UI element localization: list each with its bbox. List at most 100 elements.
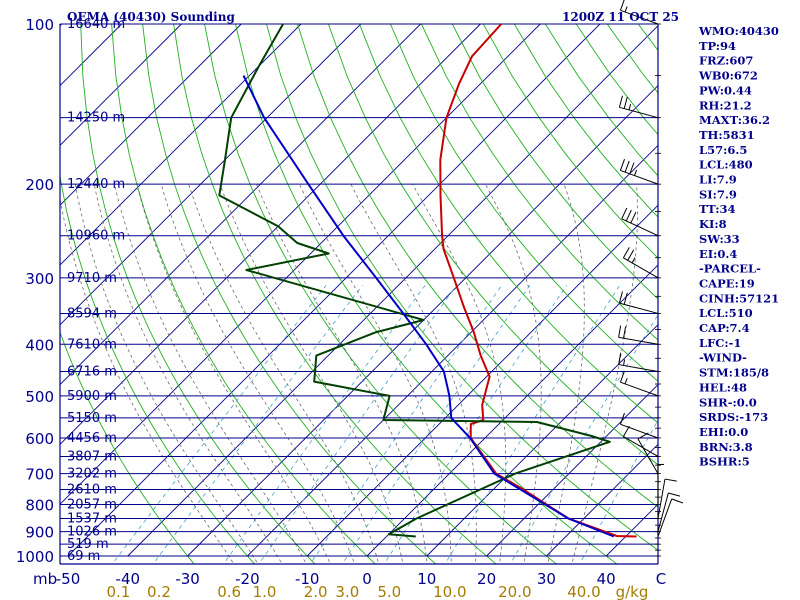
wind-barb-staff — [623, 436, 659, 457]
isotherm-line — [60, 24, 362, 326]
temperature-tick-label: -50 — [56, 570, 81, 588]
pressure-tick-label: 500 — [25, 388, 54, 406]
mixing-ratio-tick-label: 40.0 — [567, 583, 600, 600]
dry-adiabat-line — [204, 24, 558, 564]
dry-adiabat-line — [327, 24, 658, 466]
wind-barb-flag — [618, 291, 623, 304]
height-label: 1026 m — [67, 525, 117, 540]
wind-barb-flag — [619, 0, 625, 11]
dry-adiabat-line — [793, 24, 800, 567]
mixing-ratio-unit-label: g/kg — [616, 583, 649, 600]
wind-barb-flag — [627, 249, 635, 261]
wind-barb-staff — [619, 302, 659, 314]
chart-title: OEMA (40430) Sounding — [67, 10, 235, 24]
height-label: 3807 m — [67, 449, 117, 464]
temperature-tick-label: 40 — [597, 570, 616, 588]
moist-adiabat-line — [74, 184, 259, 564]
index-value: TH:5831 — [699, 128, 755, 142]
mixing-ratio-tick-label: 10.0 — [433, 583, 466, 600]
moist-adiabat-line — [299, 183, 452, 564]
height-label: 10960 m — [67, 229, 125, 244]
isotherm-line — [486, 383, 658, 557]
isotherm-line — [366, 264, 658, 557]
height-label: 4456 m — [67, 431, 117, 446]
mixing-ratio-line — [309, 285, 503, 564]
isotherm-line — [60, 24, 481, 446]
moist-adiabat-line — [114, 184, 307, 564]
parcel-profile — [242, 75, 615, 538]
wind-barb-staff — [657, 498, 673, 537]
wind-barb-staff — [623, 257, 659, 279]
index-value: TT:34 — [699, 202, 736, 216]
isotherm-line — [67, 24, 601, 557]
dry-adiabat-line — [420, 24, 658, 341]
moist-adiabat-line — [136, 183, 331, 564]
pressure-tick-label: 1000 — [16, 548, 54, 566]
wind-barb — [619, 370, 659, 397]
dewpoint-profile — [218, 24, 611, 538]
wind-barb-flag — [621, 207, 628, 220]
index-value: WB0:672 — [698, 69, 758, 83]
height-label: 6716 m — [67, 365, 117, 380]
pressure-tick-label: 300 — [25, 270, 54, 288]
height-label: 3202 m — [67, 467, 117, 482]
height-label: 7610 m — [67, 337, 117, 352]
temperature-profile — [439, 24, 637, 538]
wind-barb-staff — [657, 478, 666, 519]
dry-adiabat-line — [60, 173, 256, 564]
index-value: BSHR:5 — [699, 455, 750, 469]
wind-barb — [619, 412, 659, 439]
index-value: RH:21.2 — [699, 98, 752, 112]
wind-barb — [622, 425, 659, 457]
height-label: 12440 m — [67, 177, 125, 192]
wind-barb-flag — [623, 292, 628, 305]
isotherm-line — [60, 24, 421, 386]
mixing-ratio-line — [223, 285, 426, 564]
mixing-ratio-tick-label: 1.0 — [253, 583, 277, 600]
wind-barb-flag — [622, 247, 630, 259]
wind-barb-flag — [624, 160, 630, 173]
plot-background — [60, 24, 658, 564]
height-label: 1537 m — [67, 511, 117, 526]
isotherm-line — [306, 204, 658, 557]
temperature-tick-label: C — [656, 570, 666, 588]
index-value: EI:0.4 — [699, 247, 737, 261]
moist-adiabat-line — [571, 184, 638, 564]
wind-barb-staff — [620, 9, 659, 25]
wind-barb-flag — [623, 326, 627, 339]
wind-barb-flag — [623, 96, 628, 109]
height-label: 5150 m — [67, 411, 117, 426]
wind-barb — [619, 159, 659, 185]
wind-barb-flag — [622, 425, 630, 437]
index-value: L57:6.5 — [699, 143, 747, 157]
wind-barb — [618, 352, 659, 373]
temperature-tick-label: -20 — [235, 570, 260, 588]
index-value: SRDS:-173 — [699, 410, 768, 424]
mixing-ratio-tick-label: 20.0 — [498, 583, 531, 600]
wind-barb — [657, 498, 684, 537]
index-value: PW:0.44 — [699, 83, 752, 97]
wind-barb — [618, 291, 659, 314]
dry-adiabat-line — [80, 24, 316, 564]
mixing-ratio-line — [152, 285, 363, 564]
mixing-ratio-line — [509, 314, 658, 564]
pressure-tick-label: 100 — [25, 16, 54, 34]
isobars: 16640 m 14250 m 12440 m 10960 m 9710 m 8594 m… — [60, 17, 658, 564]
dry-adiabat-line — [173, 24, 497, 564]
temperature-tick-label: 0 — [362, 570, 372, 588]
wind-barb — [618, 325, 659, 345]
index-value: FRZ:607 — [699, 54, 753, 68]
mixing-ratio-line — [341, 285, 531, 564]
wind-barb — [622, 247, 659, 279]
wind-barb-half-flag — [624, 378, 628, 385]
pressure-unit-label: mb — [33, 570, 57, 588]
wind-barb-flag — [618, 325, 622, 338]
index-value: HEL:48 — [699, 380, 747, 394]
height-label: 8594 m — [67, 306, 117, 321]
index-value: LI:7.9 — [699, 173, 737, 187]
wind-barb-staff — [620, 169, 659, 185]
wind-barb-flag — [664, 478, 677, 482]
isotherm-line — [546, 443, 658, 557]
